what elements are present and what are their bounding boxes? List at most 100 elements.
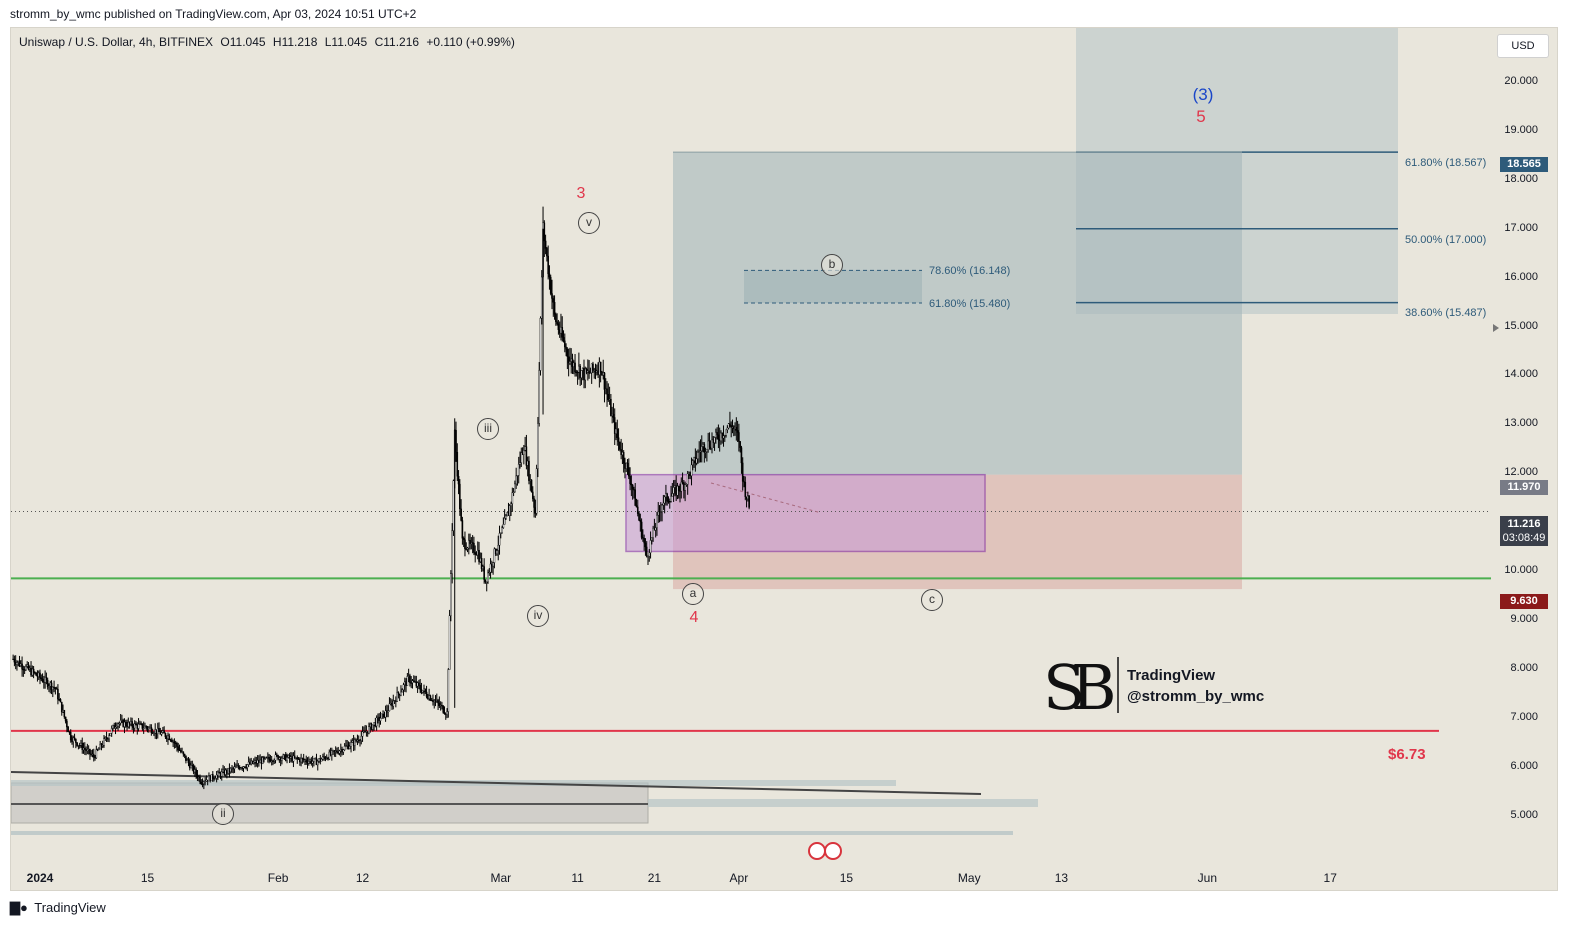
candle-body [610,399,612,416]
candle-body [131,721,133,727]
candle-body [398,693,401,696]
candle-body [488,571,491,574]
candle-body [427,696,429,699]
candle-body [173,741,176,744]
candle-body [405,681,407,686]
candle-body [587,370,589,373]
candle-body [115,725,118,728]
candle-body [530,479,533,493]
time-tick-label: 17 [1323,871,1337,885]
candle-body [498,533,501,546]
price-tick-label: 18.000 [1504,172,1538,185]
candle-body [401,689,404,693]
candle-body [621,452,624,455]
candle-body [503,517,506,525]
price-chart[interactable] [11,28,1558,891]
candle-body [274,754,277,761]
candle-body [105,737,108,739]
candle-body [443,712,446,715]
candle-body [418,682,420,686]
candle-body [60,701,63,713]
candle-body [91,753,94,756]
candle-body [95,749,98,759]
candle-body [278,757,281,760]
currency-button[interactable]: USD [1497,34,1549,58]
ohlc-open: O11.045 [220,35,266,49]
candle-body [363,731,365,733]
candle-body [517,464,520,476]
candle-body [594,369,597,373]
us-flag-event-icon[interactable] [824,842,842,860]
candle-body [378,716,381,721]
candle-body [507,512,510,516]
candle-body [283,754,286,756]
candle-body [227,767,229,774]
time-tick-label: 21 [647,871,662,885]
symbol-name[interactable]: Uniswap / U.S. Dollar, 4h, BITFINEX [19,35,214,49]
candle-body [611,413,613,416]
axis-arrow-icon [1493,324,1499,332]
candle-body [297,758,300,760]
candle-body [45,677,48,681]
candle-body [588,370,590,374]
candle-body [444,713,447,715]
candle-body [368,726,370,734]
candle-body [625,462,628,469]
chart-panel[interactable]: Uniswap / U.S. Dollar, 4h, BITFINEX O11.… [10,27,1558,891]
candle-body [631,484,634,490]
candle-body [54,687,57,689]
candle-body [676,486,679,496]
candle-body [162,730,164,733]
candle-body [210,774,213,782]
candle-body [135,723,137,726]
candle-body [222,769,224,773]
candle-body [579,365,581,378]
candle-body [160,732,163,735]
candle-body [277,755,279,760]
candle-body [546,248,548,257]
candle-body [548,273,551,278]
candle-body [386,710,388,713]
fib-label-786: 78.60% (16.148) [929,265,1011,277]
candle-body [40,677,43,680]
candle-body [396,692,398,702]
candle-body [613,417,616,434]
candle-body [515,475,517,485]
candle-body [142,727,145,729]
candle-body [199,776,201,783]
candle-body [188,762,191,769]
candle-body [291,756,293,762]
candle-body [402,684,405,690]
candle-body [203,781,205,785]
candle-body [452,480,455,531]
candle-body [391,703,393,707]
candle-body [441,704,443,707]
candle-body [711,439,713,449]
time-tick-label: 12 [355,871,370,885]
candle-body [668,501,671,503]
candle-body [686,473,689,485]
candle-body [158,728,160,733]
footer-brand[interactable]: ▇● TradingView [10,900,106,916]
candle-body [374,722,377,727]
candle-body [496,550,498,555]
candle-body [716,432,718,435]
candle-body [195,769,197,775]
candle-body [581,368,584,371]
candle-body [194,769,196,773]
candle-body [249,761,251,765]
candle-body [661,504,663,512]
candle-body [327,757,329,760]
candle-body [347,744,350,749]
candle-body [63,710,66,718]
ohlc-high: H11.218 [272,35,318,49]
candle-body [698,451,700,453]
candle-body [524,446,526,451]
candle-body [424,688,427,693]
candle-body [741,462,744,482]
candle-body [201,783,204,785]
candle-body [109,733,112,736]
candle-body [247,761,250,765]
candle-body [675,485,677,496]
candle-body [238,767,241,770]
